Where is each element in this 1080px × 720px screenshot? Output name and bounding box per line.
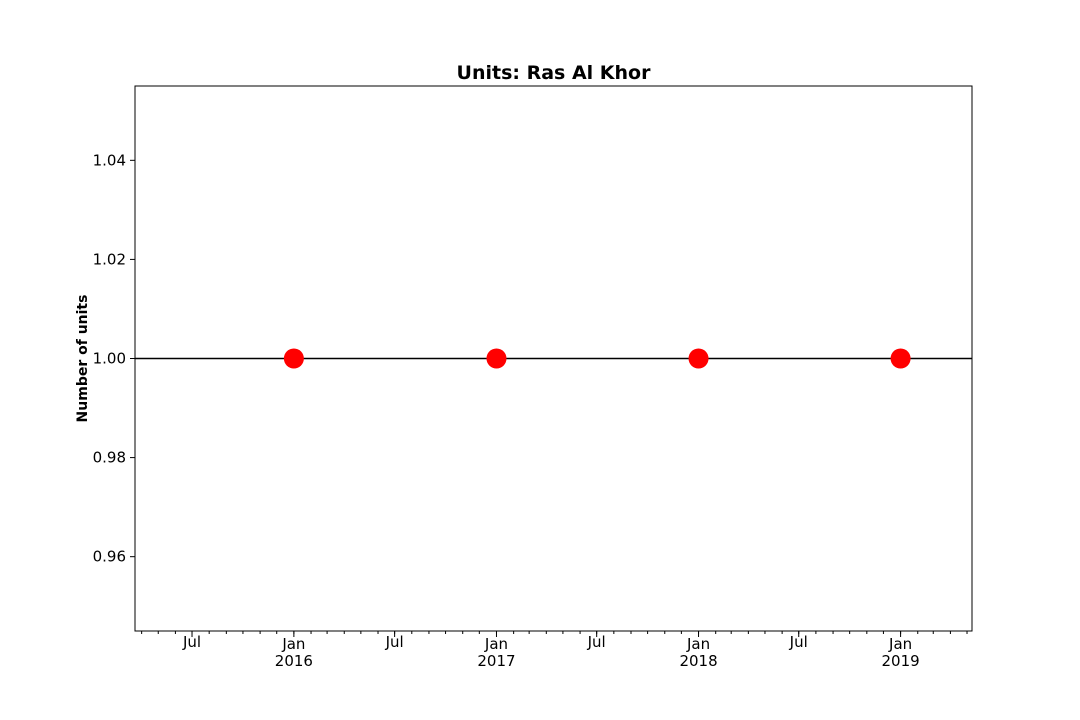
data-point (283, 348, 304, 369)
x-tick-year-label: 2016 (275, 652, 313, 670)
x-tick-year-label: 2018 (679, 652, 717, 670)
y-tick-label: 0.96 (93, 548, 126, 566)
x-tick-label: Jul (182, 633, 201, 651)
series-layer (135, 348, 972, 369)
x-tick-label: Jan (888, 635, 912, 653)
y-axis-label: Number of units (75, 295, 91, 423)
y-axis: 0.96 0.98 1.00 1.02 1.04 (93, 151, 135, 566)
y-tick-label: 1.00 (93, 350, 126, 368)
data-point (486, 348, 507, 369)
plot-frame (134, 85, 973, 632)
chart-title: Units: Ras Al Khor (457, 62, 652, 84)
x-tick-label: Jan (484, 635, 508, 653)
x-tick-label: Jul (789, 633, 808, 651)
data-point (890, 348, 911, 369)
x-tick-label: Jul (587, 633, 606, 651)
y-tick-label: 0.98 (93, 449, 126, 467)
x-tick-label: Jan (281, 635, 305, 653)
y-tick-label: 1.04 (93, 151, 126, 169)
data-point (688, 348, 709, 369)
y-tick-label: 1.02 (93, 250, 126, 268)
x-tick-year-label: 2019 (881, 652, 919, 670)
x-tick-year-label: 2017 (477, 652, 515, 670)
x-tick-label: Jul (385, 633, 404, 651)
x-tick-label: Jan (686, 635, 710, 653)
